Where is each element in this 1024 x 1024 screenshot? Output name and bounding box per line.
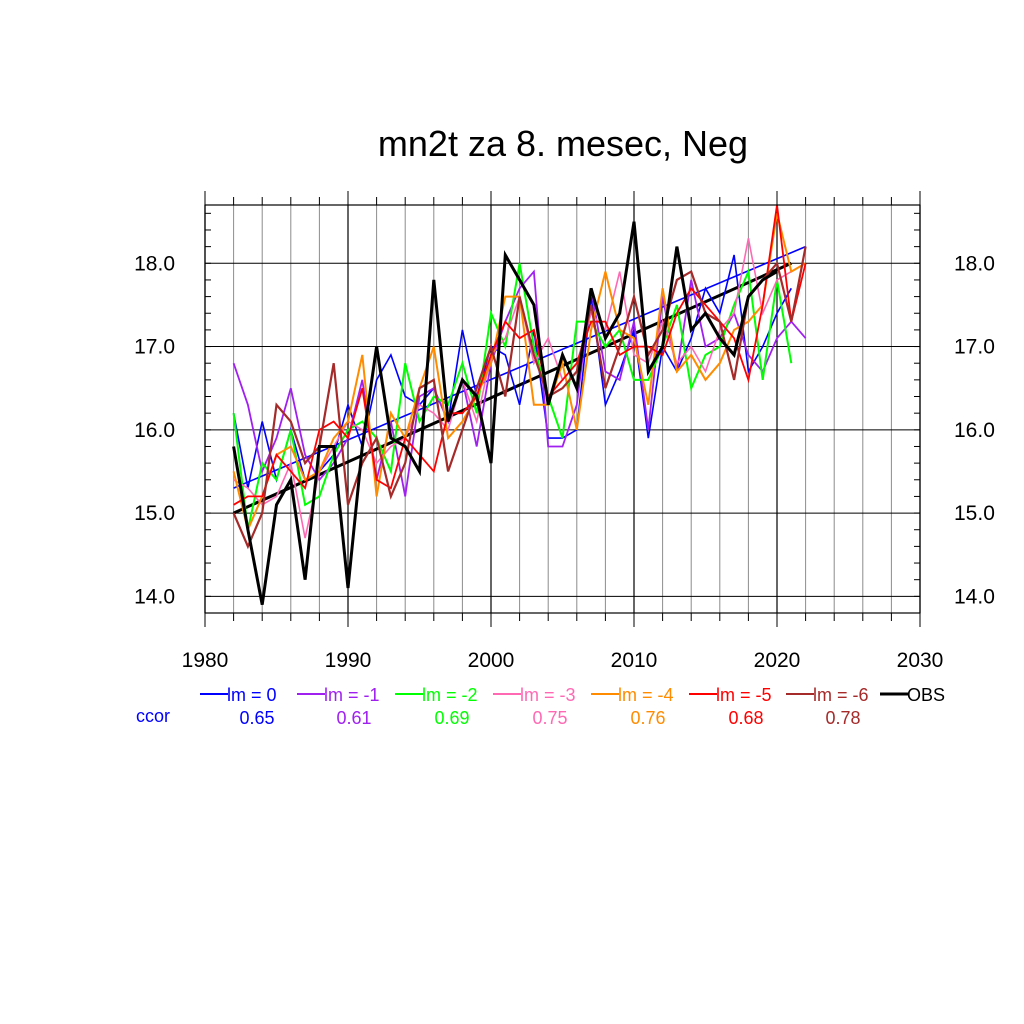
y-tick-label-left: 17.0 (134, 336, 175, 359)
legend-item: lm = 0 0.65 (200, 685, 277, 728)
y-tick-label-right: 16.0 (954, 419, 995, 442)
legend-item: lm = -5 0.68 (689, 685, 772, 728)
legend-label: lm = -4 (618, 685, 674, 705)
series-line (232, 221, 778, 605)
series-lm-2 (232, 263, 793, 530)
legend-label: lm = -5 (716, 685, 772, 705)
chart-title: mn2t za 8. mesec, Neg (378, 123, 748, 164)
legend-label: lm = -1 (324, 685, 380, 705)
y-tick-label-left: 15.0 (134, 502, 175, 525)
legend-item: OBS (880, 685, 945, 705)
series-lm-6 (232, 246, 807, 550)
legend-label: lm = 0 (227, 685, 277, 705)
plot-border (204, 204, 921, 614)
grid-lines (204, 205, 921, 613)
tick-labels: 1980 1990 2000 2010 2020 2030 14.0 14.0 15.0 15.0… (134, 252, 995, 672)
y-tick-label-right: 18.0 (954, 252, 995, 275)
legend-item: lm = -1 0.61 (297, 685, 380, 728)
y-tick-label-left: 18.0 (134, 252, 175, 275)
series-line (233, 238, 792, 539)
x-tick-label: 1980 (182, 649, 229, 672)
legend-label: OBS (907, 685, 945, 705)
legend-label: lm = -2 (422, 685, 478, 705)
legend-item: lm = -6 0.78 (786, 685, 869, 728)
x-tick-label: 2000 (468, 649, 515, 672)
ccor-label: ccor (136, 706, 170, 726)
y-tick-label-left: 16.0 (134, 419, 175, 442)
series-line (232, 263, 793, 530)
legend-item: lm = -3 0.75 (493, 685, 576, 728)
legend-ccor-value: 0.69 (434, 708, 469, 728)
series-lines (232, 204, 807, 605)
series-lm-5 (233, 204, 807, 506)
plot-frame (204, 191, 921, 627)
x-tick-label: 1990 (325, 649, 372, 672)
legend-label: lm = -3 (520, 685, 576, 705)
legend-label: lm = -6 (813, 685, 869, 705)
x-tick-label: 2030 (897, 649, 944, 672)
series-obs (232, 221, 778, 605)
series-line (232, 246, 807, 550)
legend-ccor-value: 0.61 (336, 708, 371, 728)
legend-ccor-value: 0.65 (239, 708, 274, 728)
x-tick-label: 2020 (754, 649, 801, 672)
y-tick-label-left: 14.0 (134, 585, 175, 608)
x-tick-label: 2010 (611, 649, 658, 672)
legend-ccor-value: 0.68 (728, 708, 763, 728)
y-tick-label-right: 17.0 (954, 336, 995, 359)
legend-item: lm = -4 0.76 (591, 685, 674, 728)
y-tick-label-right: 15.0 (954, 502, 995, 525)
legend-item: lm = -2 0.69 (395, 685, 478, 728)
legend-ccor-value: 0.76 (630, 708, 665, 728)
legend-ccor-value: 0.75 (532, 708, 567, 728)
series-line (233, 204, 807, 506)
y-tick-label-right: 14.0 (954, 585, 995, 608)
series-lm-3 (233, 238, 792, 539)
legend-ccor-value: 0.78 (825, 708, 860, 728)
